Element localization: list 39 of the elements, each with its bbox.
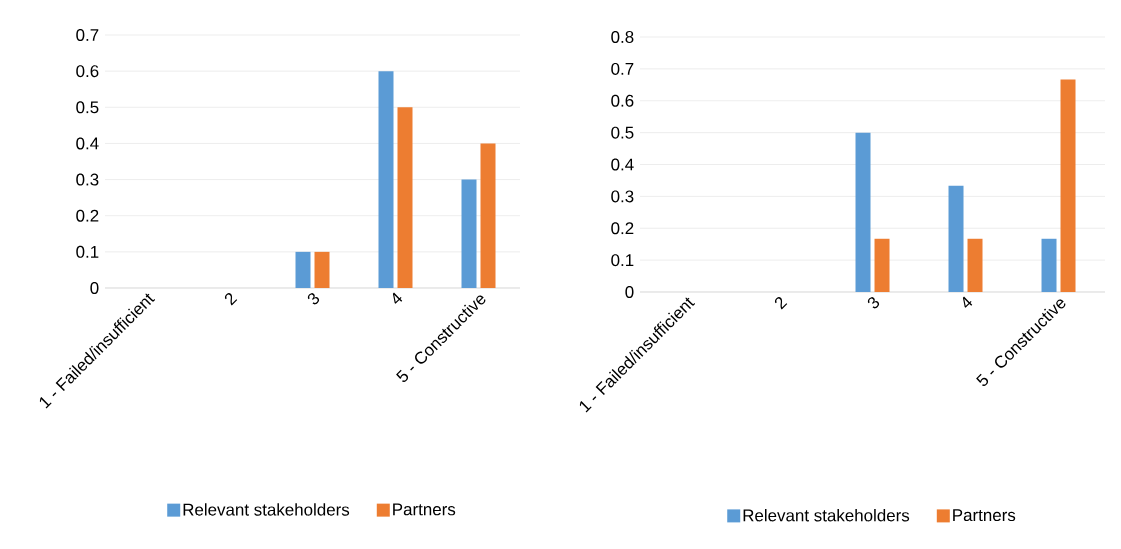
legend-label: Relevant stakeholders — [183, 503, 350, 516]
y-tick-label: 0.7 — [611, 62, 634, 75]
y-tick-label: 0.4 — [611, 158, 634, 171]
x-tick-label: 4 — [392, 292, 403, 304]
y-tick-label: 0.6 — [76, 65, 99, 78]
x-tick-label: 4 — [962, 296, 973, 308]
y-tick-label: 0.6 — [611, 94, 634, 107]
y-tick-label: 0.5 — [76, 101, 99, 114]
x-tick-label: 2 — [774, 297, 788, 310]
y-tick-label: 0.8 — [611, 31, 634, 44]
bar — [855, 132, 871, 292]
bar — [480, 143, 496, 288]
y-tick-label: 0.2 — [611, 222, 634, 235]
y-tick-label: 0.1 — [76, 245, 99, 258]
bar — [1041, 238, 1057, 292]
bar — [948, 185, 964, 292]
legend-label: Partners — [953, 509, 1016, 522]
bar — [461, 179, 477, 288]
bar — [295, 251, 311, 288]
bar — [378, 71, 394, 288]
bar — [874, 238, 890, 292]
legend-label: Partners — [393, 503, 456, 516]
y-tick-label: 0.4 — [76, 137, 99, 150]
y-tick-label: 0.3 — [611, 190, 634, 203]
bar — [1060, 79, 1076, 292]
y-tick-label: 0.3 — [76, 173, 99, 186]
y-tick-label: 0 — [90, 282, 99, 294]
y-tick-label: 0.2 — [76, 209, 99, 222]
legend-label: Relevant stakeholders — [743, 508, 910, 522]
y-tick-label: 0.1 — [611, 254, 634, 267]
x-tick-label: 2 — [224, 293, 238, 306]
bar — [967, 238, 983, 292]
y-tick-label: 0.5 — [611, 126, 634, 139]
y-tick-label: 0.7 — [76, 29, 99, 41]
bar — [397, 107, 413, 288]
bar — [314, 251, 330, 288]
x-tick-label: 3 — [307, 293, 320, 305]
y-tick-label: 0 — [625, 286, 634, 298]
x-tick-label: 3 — [867, 297, 880, 309]
